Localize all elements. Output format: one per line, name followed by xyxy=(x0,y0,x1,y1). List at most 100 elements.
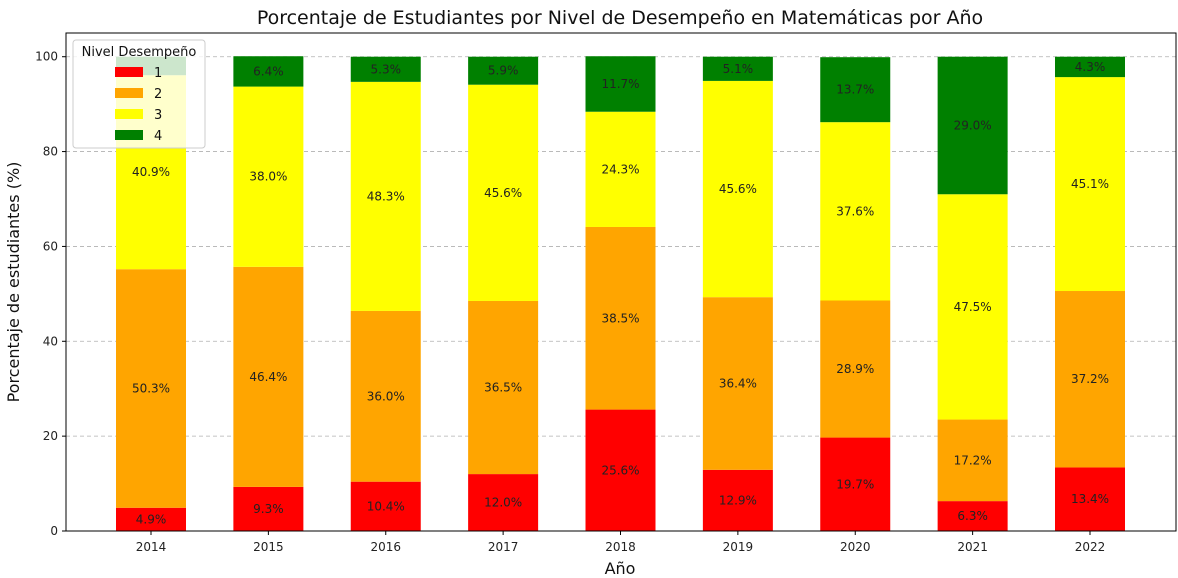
bar-segment xyxy=(468,300,539,475)
x-tick-label: 2018 xyxy=(605,540,636,554)
y-tick-label: 100 xyxy=(35,50,58,64)
x-tick-label: 2021 xyxy=(957,540,988,554)
data-label: 36.0% xyxy=(367,389,405,403)
bar-segment xyxy=(820,122,891,301)
bar-segment xyxy=(1055,291,1125,468)
bar-segment xyxy=(937,194,1008,420)
data-label: 25.6% xyxy=(601,463,639,477)
data-label: 50.3% xyxy=(132,381,170,395)
data-label: 38.0% xyxy=(249,170,287,184)
data-label: 6.4% xyxy=(253,64,284,78)
bar-segment xyxy=(820,300,891,438)
bar-segment xyxy=(820,57,891,123)
data-label: 28.9% xyxy=(836,362,874,376)
x-axis: 2014 2015 2016 2017 2018 2019 2020 2021 2022 xyxy=(136,531,1106,554)
legend-swatch xyxy=(115,88,143,98)
data-label: 11.7% xyxy=(601,77,639,91)
x-tick-label: 2016 xyxy=(370,540,401,554)
y-tick-label: 60 xyxy=(43,239,58,253)
data-label: 45.1% xyxy=(1071,177,1109,191)
bar-segment xyxy=(937,419,1008,502)
data-label: 19.7% xyxy=(836,477,874,491)
data-label: 17.2% xyxy=(954,453,992,467)
x-tick-label: 2020 xyxy=(840,540,871,554)
bar-segment xyxy=(702,56,773,81)
data-label: 4.9% xyxy=(136,512,167,526)
legend-swatch xyxy=(115,109,143,119)
data-label: 13.4% xyxy=(1071,492,1109,506)
data-labels: 4.9%50.3%40.9%9.3%46.4%38.0%6.4%10.4%36.… xyxy=(132,60,1109,526)
bar-segment xyxy=(350,56,421,82)
x-tick-label: 2017 xyxy=(488,540,519,554)
bar-segment xyxy=(468,56,539,85)
data-label: 48.3% xyxy=(367,189,405,203)
bar-segment xyxy=(1055,467,1125,531)
y-axis-title: Porcentaje de estudiantes (%) xyxy=(4,162,23,403)
bar-segment xyxy=(233,86,304,267)
data-label: 47.5% xyxy=(954,300,992,314)
x-tick-label: 2015 xyxy=(253,540,284,554)
x-tick-label: 2019 xyxy=(723,540,754,554)
y-tick-label: 0 xyxy=(50,524,58,538)
bar-segment xyxy=(233,56,304,87)
chart-title: Porcentaje de Estudiantes por Nivel de D… xyxy=(257,7,983,29)
data-label: 36.5% xyxy=(484,381,522,395)
bar-segment xyxy=(702,297,773,470)
data-label: 5.1% xyxy=(723,62,754,76)
bar-segment xyxy=(350,81,421,311)
data-label: 5.9% xyxy=(488,64,519,78)
legend-swatch xyxy=(115,130,143,140)
data-label: 46.4% xyxy=(249,370,287,384)
data-label: 45.6% xyxy=(719,182,757,196)
bar-segment xyxy=(468,474,539,531)
bar-segment xyxy=(702,80,773,298)
bar-segment xyxy=(468,84,539,301)
legend: Nivel Desempeño 1 2 3 4 xyxy=(72,39,206,149)
legend-label: 1 xyxy=(154,66,162,81)
y-tick-label: 40 xyxy=(43,334,58,348)
bar-segment xyxy=(1055,77,1125,292)
y-tick-label: 20 xyxy=(43,429,58,443)
data-label: 10.4% xyxy=(367,499,405,513)
bar-segment xyxy=(937,56,1008,195)
data-label: 24.3% xyxy=(601,162,639,176)
bar-segment xyxy=(350,481,421,531)
data-label: 6.3% xyxy=(957,509,988,523)
x-tick-label: 2014 xyxy=(136,540,167,554)
y-tick-label: 80 xyxy=(43,145,58,159)
data-label: 45.6% xyxy=(484,186,522,200)
data-label: 13.7% xyxy=(836,83,874,97)
data-label: 37.2% xyxy=(1071,372,1109,386)
bar-segment xyxy=(233,266,304,487)
bar-segment xyxy=(937,501,1008,531)
bar-segment xyxy=(350,310,421,482)
legend-label: 4 xyxy=(154,129,162,144)
legend-label: 2 xyxy=(154,87,162,102)
bar-segment xyxy=(585,111,656,227)
bar-segment xyxy=(585,56,656,112)
y-axis: 0 20 40 60 80 100 xyxy=(35,50,66,538)
data-label: 37.6% xyxy=(836,204,874,218)
data-label: 12.9% xyxy=(719,493,757,507)
x-tick-label: 2022 xyxy=(1075,540,1106,554)
legend-title: Nivel Desempeño xyxy=(82,45,197,60)
bar-segment xyxy=(820,437,891,531)
data-label: 5.3% xyxy=(371,62,402,76)
data-label: 29.0% xyxy=(954,118,992,132)
data-label: 4.3% xyxy=(1075,60,1106,74)
legend-label: 3 xyxy=(154,108,162,123)
data-label: 12.0% xyxy=(484,496,522,510)
data-label: 9.3% xyxy=(253,502,284,516)
bar-segment xyxy=(1055,56,1125,78)
bar-segment xyxy=(116,507,186,531)
data-label: 40.9% xyxy=(132,165,170,179)
x-axis-title: Año xyxy=(605,559,636,578)
data-label: 36.4% xyxy=(719,376,757,390)
bar-segment xyxy=(116,269,186,508)
data-label: 38.5% xyxy=(601,311,639,325)
bar-segment xyxy=(702,469,773,531)
bar-segment xyxy=(585,226,656,410)
bar-segment xyxy=(585,409,656,531)
bar-segment xyxy=(233,486,304,531)
